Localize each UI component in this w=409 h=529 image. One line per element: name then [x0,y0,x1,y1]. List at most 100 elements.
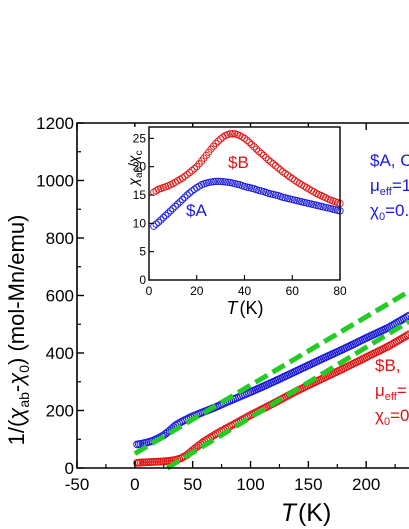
inset-point-a [157,216,165,224]
inset-point-b [245,138,253,146]
inset-point-b [183,170,191,179]
inset-point-a [169,204,177,213]
inset-y-title-sub2: c [134,150,145,155]
inset-point-a [224,178,232,186]
y-title-pre: 1/( [4,419,29,445]
inset-point-b [188,166,196,175]
main-fit-lines [133,289,409,471]
y-tick-label: 0 [65,459,74,478]
annotation-b: $B, μeff= χ0=0 [375,356,409,428]
inset-x-ticks: 0 20 40 60 80 [146,275,347,298]
inset-point-a [178,195,187,204]
main-point-b [209,431,218,440]
fit-line-b [165,319,409,471]
inset-point-b [228,130,237,138]
main-series-b [133,330,409,467]
inset-y-tick-label: 20 [133,160,147,174]
inset-y-title-chi2: χ [125,155,141,165]
main-point-a [405,311,409,320]
inset-point-a [171,202,179,210]
inset-x-tick-label: 40 [238,284,252,298]
inset-y-tick-label: 5 [139,245,146,259]
inset-label-b: $B [228,153,249,172]
inset-point-b [248,140,256,149]
inset-point-a [207,178,215,186]
inset-point-a [162,211,170,220]
inset-point-a [176,198,184,206]
y-title-chi: χ [4,407,29,422]
inset-point-b [240,134,249,142]
inset-point-a [188,187,196,195]
inset-x-tick-label: 20 [190,284,204,298]
inset-point-b [216,135,225,143]
main-x-ticks: -50 0 50 100 150 200 [65,123,396,494]
inset-point-b [178,174,187,182]
inset-point-a [164,209,172,217]
inset-y-tick-label: 10 [133,216,147,230]
x-tick-label: -50 [65,475,90,494]
inset-y-title-chi: χ [125,178,141,188]
inset-x-title-symbol: T [227,298,240,318]
annotation-b-line: χ0=0 [375,406,409,428]
x-tick-label: 200 [352,475,380,494]
inset-y-axis-title: χab/χc [125,150,145,187]
inset-point-a [216,177,225,186]
inset-x-axis-title: T (K) [227,298,264,318]
inset-point-a [183,191,191,199]
main-point-b [227,421,236,430]
inset-point-a [212,177,220,186]
x-tick-label: 100 [236,475,264,494]
inset-point-b [250,143,258,151]
x-tick-label: 150 [294,475,322,494]
main-y-ticks: 0 200 400 600 800 1000 1200 [36,114,84,478]
inset-y-title-slash: / [125,163,141,167]
inset-x-title-unit: (K) [240,298,264,318]
inset-point-b [252,145,261,153]
inset-y-tick-label: 0 [139,273,146,287]
y-title-chi2: χ [4,372,29,387]
y-tick-label: 800 [46,229,74,248]
x-axis-title-symbol: T [281,499,298,527]
inset-point-b [264,156,273,164]
inset-point-b [274,164,282,172]
annotation-a: $A, C μeff=1 χ0=0. [370,151,409,223]
y-tick-label: 600 [46,287,74,306]
inset-point-b [226,130,234,138]
inset-point-b [185,168,194,177]
x-tick-label: 50 [183,475,202,494]
annotation-a-line: μeff=1 [370,176,409,198]
inset-point-a [152,220,160,228]
y-title-post: ) (mol-Mn/emu) [4,215,29,365]
annotation-b-line: μeff= [375,381,407,403]
x-tick-label: 0 [130,475,139,494]
annotation-b-line: $B, [375,356,401,375]
inset-point-b [271,162,280,170]
fit-line-a [133,289,409,456]
inset-point-a [214,177,222,186]
inset-y-tick-label: 15 [133,188,147,202]
annotation-a-line: χ0=0. [370,201,409,223]
inset-x-tick-label: 80 [333,284,347,298]
inset-label-a: $A [186,201,207,220]
inset-point-b [214,137,222,145]
inset-point-b [190,164,199,173]
inset-point-a [221,178,230,186]
inset-point-b [288,174,296,183]
inset-point-b [269,160,277,168]
inset-x-tick-label: 0 [146,284,153,298]
inset-x-tick-label: 60 [286,284,300,298]
inset-series-b [150,130,344,208]
main-point-b [177,454,186,463]
inset-point-b [255,147,263,156]
y-title-sub2: 0 [16,365,32,373]
inset-point-a [185,189,194,197]
x-axis-title-unit: (K) [298,499,331,527]
main-point-b [403,331,409,340]
inset-point-a [166,207,175,215]
inset-point-b [257,149,265,158]
y-tick-label: 1200 [36,114,74,133]
inset-point-a [173,200,182,208]
y-tick-label: 200 [46,402,74,421]
